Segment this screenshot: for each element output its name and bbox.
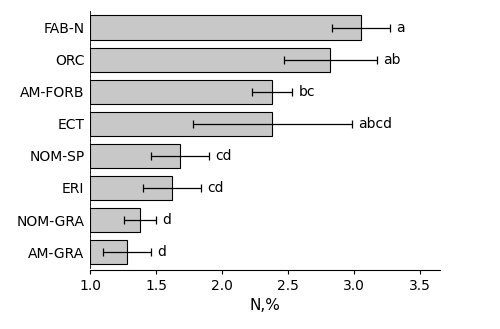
Text: abcd: abcd xyxy=(358,117,392,131)
Bar xyxy=(90,15,361,39)
Text: cd: cd xyxy=(216,149,232,163)
Bar xyxy=(90,48,330,72)
Bar xyxy=(90,144,180,168)
Text: d: d xyxy=(158,245,166,259)
Bar xyxy=(90,80,272,104)
Bar xyxy=(90,112,272,136)
Text: ab: ab xyxy=(383,53,400,66)
Text: cd: cd xyxy=(208,181,224,195)
Text: a: a xyxy=(396,20,405,35)
X-axis label: N,%: N,% xyxy=(250,298,280,313)
Text: bc: bc xyxy=(298,85,315,99)
Bar xyxy=(90,240,127,264)
Text: d: d xyxy=(162,213,172,227)
Bar xyxy=(90,176,172,200)
Bar xyxy=(90,208,140,232)
